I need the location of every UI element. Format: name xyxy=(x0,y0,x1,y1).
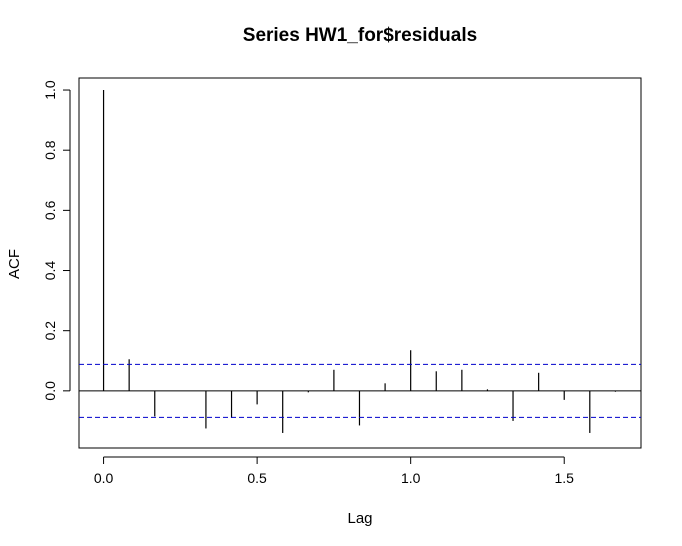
x-tick-label: 1.5 xyxy=(554,470,574,486)
y-axis: 0.0 0.2 0.4 0.6 0.8 1.0 xyxy=(42,80,71,401)
plot-frame xyxy=(78,77,642,449)
x-axis: 0.0 0.5 1.0 1.5 xyxy=(94,456,574,486)
y-tick-label: 1.0 xyxy=(42,80,58,100)
y-tick-label: 0.8 xyxy=(42,140,58,160)
x-axis-label: Lag xyxy=(347,510,372,527)
y-tick-label: 0.4 xyxy=(42,261,58,281)
x-tick-label: 0.0 xyxy=(94,470,114,486)
chart-title: Series HW1_for$residuals xyxy=(243,25,477,46)
confidence-bounds xyxy=(79,363,641,418)
y-axis-label: ACF xyxy=(6,249,23,279)
y-tick-label: 0.2 xyxy=(42,321,58,341)
x-tick-label: 0.5 xyxy=(247,470,267,486)
x-tick-label: 1.0 xyxy=(401,470,421,486)
acf-bars xyxy=(79,90,641,433)
y-tick-label: 0.6 xyxy=(42,200,58,220)
y-tick-label: 0.0 xyxy=(42,381,58,401)
